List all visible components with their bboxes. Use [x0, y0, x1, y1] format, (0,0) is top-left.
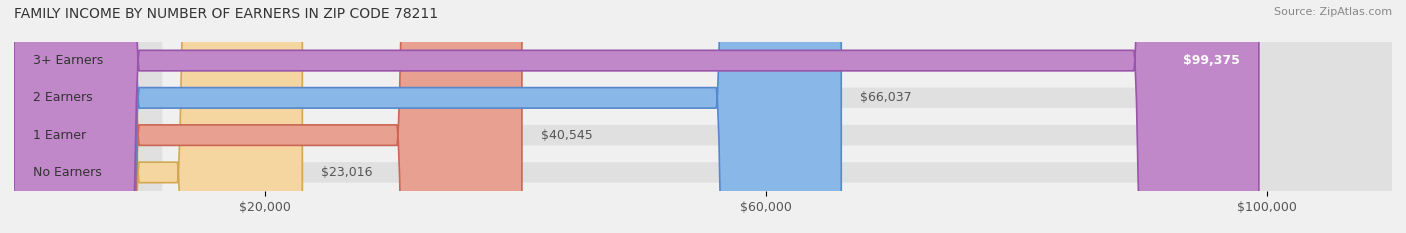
FancyBboxPatch shape [14, 0, 1392, 233]
Text: $23,016: $23,016 [321, 166, 373, 179]
Text: Source: ZipAtlas.com: Source: ZipAtlas.com [1274, 7, 1392, 17]
Text: $99,375: $99,375 [1184, 54, 1240, 67]
Text: No Earners: No Earners [32, 166, 101, 179]
FancyBboxPatch shape [14, 0, 522, 233]
FancyBboxPatch shape [14, 0, 1392, 233]
FancyBboxPatch shape [14, 0, 841, 233]
FancyBboxPatch shape [14, 0, 302, 233]
Text: 1 Earner: 1 Earner [32, 129, 86, 142]
FancyBboxPatch shape [14, 0, 1392, 233]
Text: 2 Earners: 2 Earners [32, 91, 93, 104]
Text: 3+ Earners: 3+ Earners [32, 54, 103, 67]
Text: FAMILY INCOME BY NUMBER OF EARNERS IN ZIP CODE 78211: FAMILY INCOME BY NUMBER OF EARNERS IN ZI… [14, 7, 439, 21]
Text: $40,545: $40,545 [541, 129, 592, 142]
FancyBboxPatch shape [14, 0, 1392, 233]
FancyBboxPatch shape [14, 0, 1258, 233]
Text: $66,037: $66,037 [860, 91, 911, 104]
